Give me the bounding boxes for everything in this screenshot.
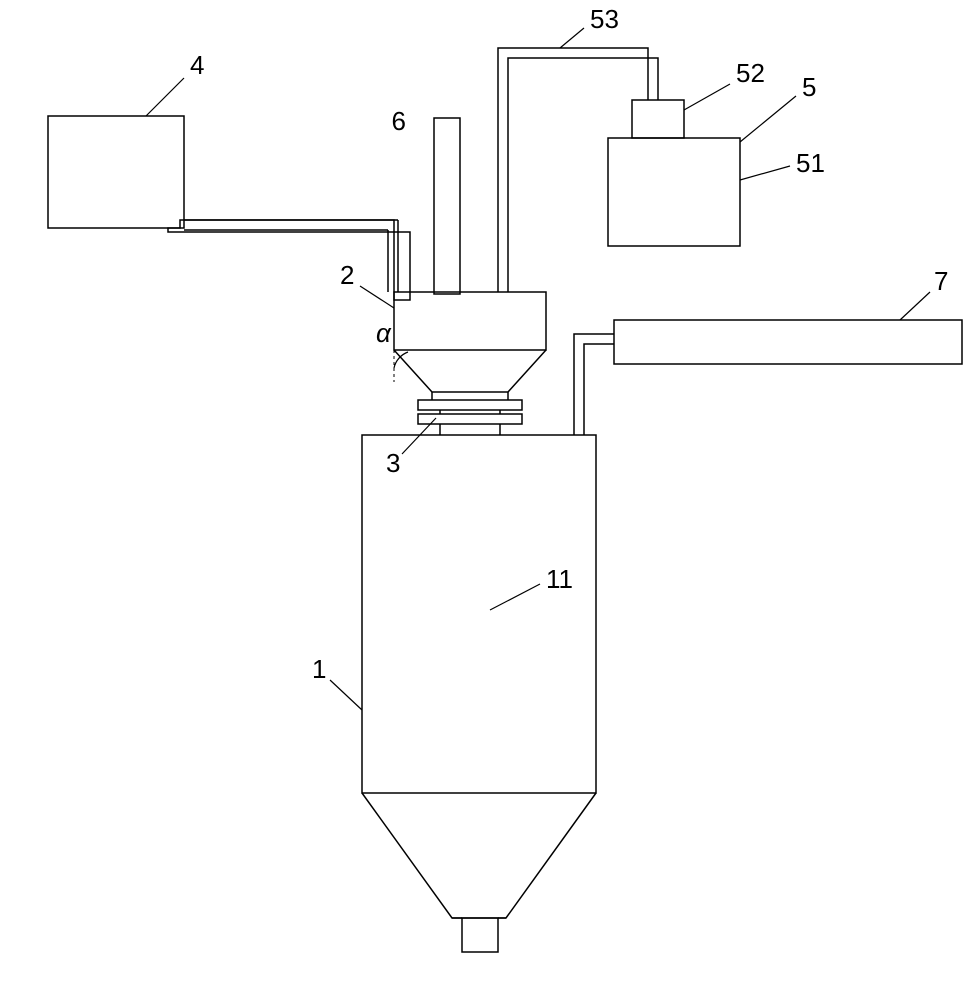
collar-3-bottom <box>418 414 522 424</box>
leader-51 <box>740 166 790 180</box>
pipe-from-4 <box>184 220 398 292</box>
leader-53 <box>560 28 584 48</box>
leader-11 <box>490 584 540 610</box>
vessel-outlet <box>462 918 498 952</box>
box-7 <box>614 320 962 364</box>
leader-7 <box>900 292 930 320</box>
leader-5 <box>740 96 796 142</box>
label-52: 52 <box>736 58 765 88</box>
label-alpha: α <box>376 318 392 348</box>
diagram-svg: 4 6 53 52 5 51 2 α 7 3 11 1 <box>0 0 971 998</box>
vessel-cylinder <box>362 435 596 793</box>
pipe-53 <box>498 48 658 292</box>
label-3: 3 <box>386 448 400 478</box>
funnel-taper <box>394 350 546 392</box>
label-53: 53 <box>590 4 619 34</box>
label-2: 2 <box>340 260 354 290</box>
vessel-cone <box>362 793 596 918</box>
leader-4 <box>146 78 184 116</box>
pipe-4 <box>168 220 410 300</box>
label-7: 7 <box>934 266 948 296</box>
funnel-body-2 <box>394 292 546 350</box>
label-11: 11 <box>546 564 573 594</box>
leader-1 <box>330 680 362 710</box>
label-4: 4 <box>190 50 204 80</box>
schematic-diagram: 4 6 53 52 5 51 2 α 7 3 11 1 <box>0 0 971 998</box>
box-4 <box>48 116 184 228</box>
label-6: 6 <box>392 106 406 136</box>
leader-52 <box>684 84 730 110</box>
chimney-6 <box>434 118 460 294</box>
box-51 <box>608 138 740 246</box>
label-1: 1 <box>312 654 326 684</box>
leader-2 <box>360 286 394 308</box>
pipe-7 <box>574 334 614 435</box>
label-51: 51 <box>796 148 825 178</box>
collar-3-top <box>418 400 522 410</box>
angle-arc <box>394 352 408 368</box>
label-5: 5 <box>802 72 816 102</box>
box-52 <box>632 100 684 138</box>
